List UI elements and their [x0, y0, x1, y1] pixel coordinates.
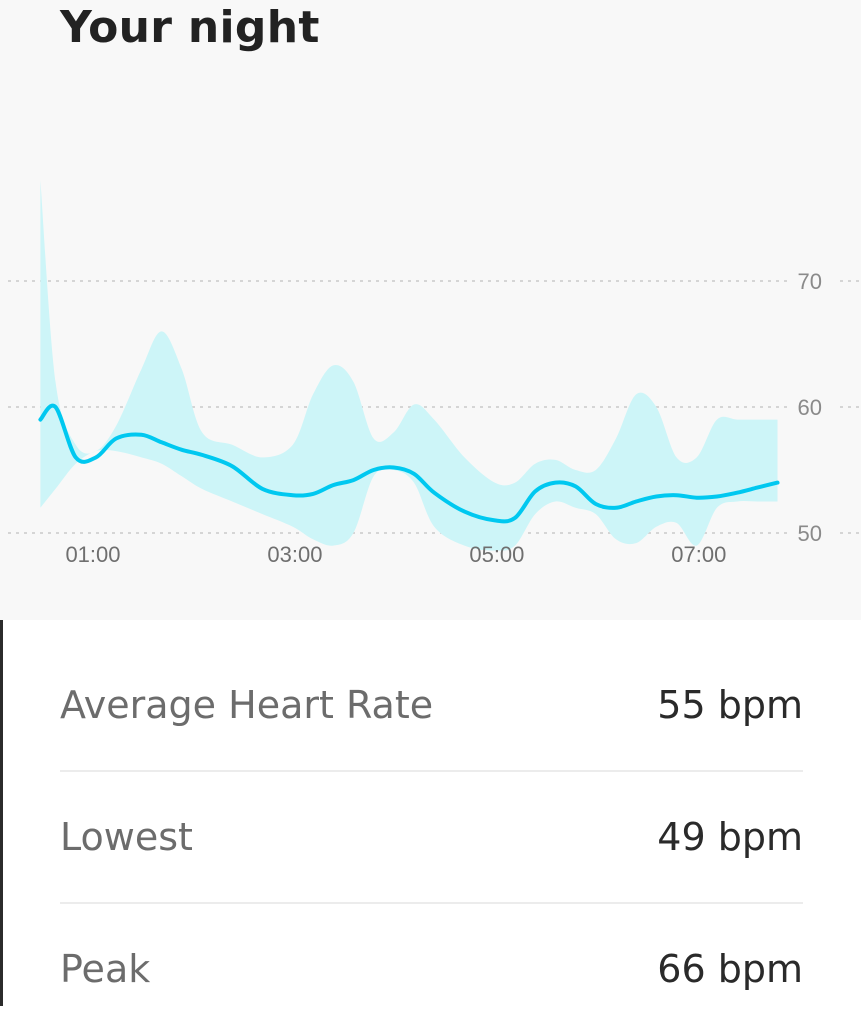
- x-tick-label: 07:00: [671, 542, 726, 567]
- x-tick-label: 03:00: [267, 542, 322, 567]
- stat-value: 49 bpm: [657, 815, 803, 859]
- x-tick-label: 05:00: [469, 542, 524, 567]
- y-tick-label: 60: [798, 395, 822, 420]
- night-header-panel: Your night 70 60 50 01:00 03:00 05:00 07…: [0, 0, 861, 620]
- stat-row-peak: Peak 66 bpm: [60, 904, 803, 1034]
- y-tick-label: 50: [798, 521, 822, 546]
- stat-value: 66 bpm: [657, 947, 803, 991]
- page-title: Your night: [60, 2, 320, 53]
- stat-label: Average Heart Rate: [60, 683, 434, 727]
- heart-rate-chart[interactable]: 70 60 50 01:00 03:00 05:00 07:00: [0, 0, 861, 620]
- heart-rate-stats: Average Heart Rate 55 bpm Lowest 49 bpm …: [60, 640, 803, 1034]
- heart-rate-range-band: [40, 180, 778, 551]
- y-tick-label: 70: [798, 269, 822, 294]
- stat-row-average: Average Heart Rate 55 bpm: [60, 640, 803, 772]
- x-axis-labels: 01:00 03:00 05:00 07:00: [65, 542, 726, 567]
- average-heart-rate-line: [38, 403, 780, 524]
- stat-value: 55 bpm: [657, 683, 803, 727]
- x-tick-label: 01:00: [65, 542, 120, 567]
- stat-label: Peak: [60, 947, 151, 991]
- y-axis-labels: 70 60 50: [798, 269, 822, 546]
- stat-row-lowest: Lowest 49 bpm: [60, 772, 803, 904]
- stat-label: Lowest: [60, 815, 193, 859]
